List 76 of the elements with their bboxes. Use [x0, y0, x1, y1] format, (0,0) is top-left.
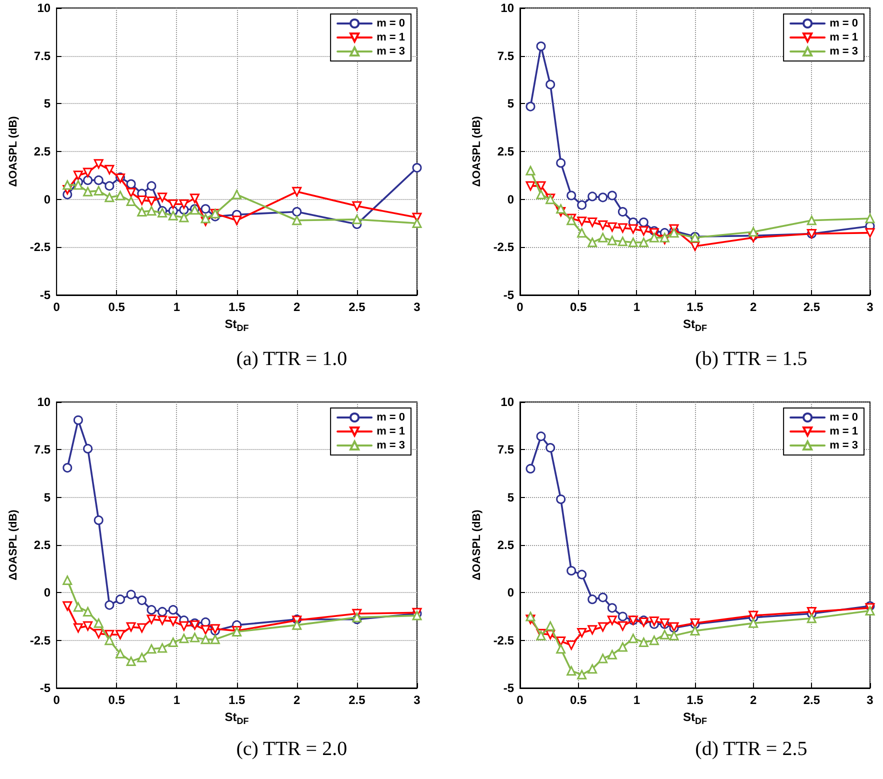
y-axis-title: ΔOASPL (dB): [470, 116, 483, 187]
x-tick-label: 2: [750, 693, 757, 707]
y-axis-title: ΔOASPL (dB): [8, 509, 20, 580]
y-tick-label: 5: [44, 490, 51, 504]
legend-label: m = 3: [376, 440, 406, 452]
y-tick-label: -2.5: [30, 633, 51, 648]
y-tick-label: 2.5: [34, 538, 51, 552]
x-tick-label: 1: [633, 300, 640, 314]
y-tick-label: 7.5: [497, 48, 514, 63]
y-axis-title: ΔOASPL (dB): [470, 509, 483, 580]
y-tick-label: 2.5: [34, 144, 51, 158]
legend-label: m = 1: [830, 32, 858, 44]
y-tick-label: -2.5: [493, 240, 514, 254]
x-tick-label: 0: [516, 693, 524, 707]
text: (d) TTR = 2.5: [695, 738, 808, 760]
y-tick-label: -2.5: [30, 240, 51, 254]
y-tick-label: 7.5: [497, 442, 514, 457]
x-tick-label: 0: [53, 693, 60, 707]
y-tick-label: 7.5: [34, 442, 51, 457]
y-tick-label: 0: [507, 586, 514, 600]
x-tick-label: 1: [633, 693, 640, 707]
x-tick-label: 0.5: [570, 693, 587, 707]
y-tick-label: -5: [503, 288, 514, 302]
x-tick-label: 3: [866, 693, 874, 707]
x-tick-label: 1.5: [686, 693, 704, 707]
legend-label: m = 3: [830, 46, 858, 58]
x-tick-label: 0.5: [108, 300, 126, 314]
y-tick-label: 0: [44, 586, 51, 600]
legend-label: m = 0: [830, 412, 858, 424]
x-tick-label: 3: [414, 300, 421, 314]
y-tick-label: -5: [503, 681, 514, 695]
x-tick-label: 0.5: [108, 693, 126, 707]
text: (b) TTR = 1.5: [695, 348, 808, 370]
y-tick-label: 5: [507, 490, 514, 504]
x-tick-label: 1.5: [686, 300, 704, 314]
y-tick-label: -5: [40, 681, 51, 695]
y-tick-label: 10: [500, 395, 514, 409]
y-tick-label: 0: [44, 192, 51, 206]
x-tick-label: 2.5: [348, 300, 366, 314]
x-tick-label: 1.5: [228, 693, 246, 707]
y-tick-label: 7.5: [34, 48, 51, 63]
legend-label: m = 1: [376, 32, 406, 44]
y-tick-label: 0: [507, 192, 514, 206]
text: (a) TTR = 1.0: [236, 348, 348, 370]
y-tick-label: 10: [37, 1, 51, 15]
legend-label: m = 0: [376, 412, 406, 424]
y-tick-label: 10: [500, 1, 514, 15]
legend-label: m = 3: [830, 440, 858, 452]
y-axis-title: ΔOASPL (dB): [8, 116, 20, 187]
y-tick-label: -5: [40, 288, 51, 302]
y-tick-label: 5: [44, 96, 51, 111]
legend-label: m = 3: [376, 46, 406, 58]
x-tick-label: 2: [294, 300, 301, 314]
legend-label: m = 0: [830, 18, 858, 30]
x-tick-label: 1.5: [228, 300, 246, 314]
x-tick-label: 1: [173, 300, 180, 314]
x-tick-label: 0.5: [570, 300, 587, 314]
x-tick-label: 3: [414, 693, 421, 707]
x-tick-label: 0: [53, 300, 60, 314]
x-tick-label: 2.5: [803, 300, 820, 314]
x-tick-label: 2.5: [348, 693, 366, 707]
x-tick-label: 0: [516, 300, 524, 314]
x-tick-label: 2.5: [803, 693, 820, 707]
legend-label: m = 1: [376, 426, 406, 438]
y-tick-label: 10: [37, 395, 51, 409]
x-tick-label: 2: [294, 693, 301, 707]
legend-label: m = 1: [830, 426, 858, 438]
x-tick-label: 2: [750, 300, 757, 314]
y-tick-label: 2.5: [497, 144, 514, 158]
y-tick-label: 5: [507, 96, 514, 111]
x-tick-label: 3: [866, 300, 874, 314]
y-tick-label: -2.5: [493, 633, 514, 648]
x-tick-label: 1: [173, 693, 180, 707]
text: (c) TTR = 2.0: [236, 738, 348, 760]
legend-label: m = 0: [376, 18, 406, 30]
y-tick-label: 2.5: [497, 538, 514, 552]
